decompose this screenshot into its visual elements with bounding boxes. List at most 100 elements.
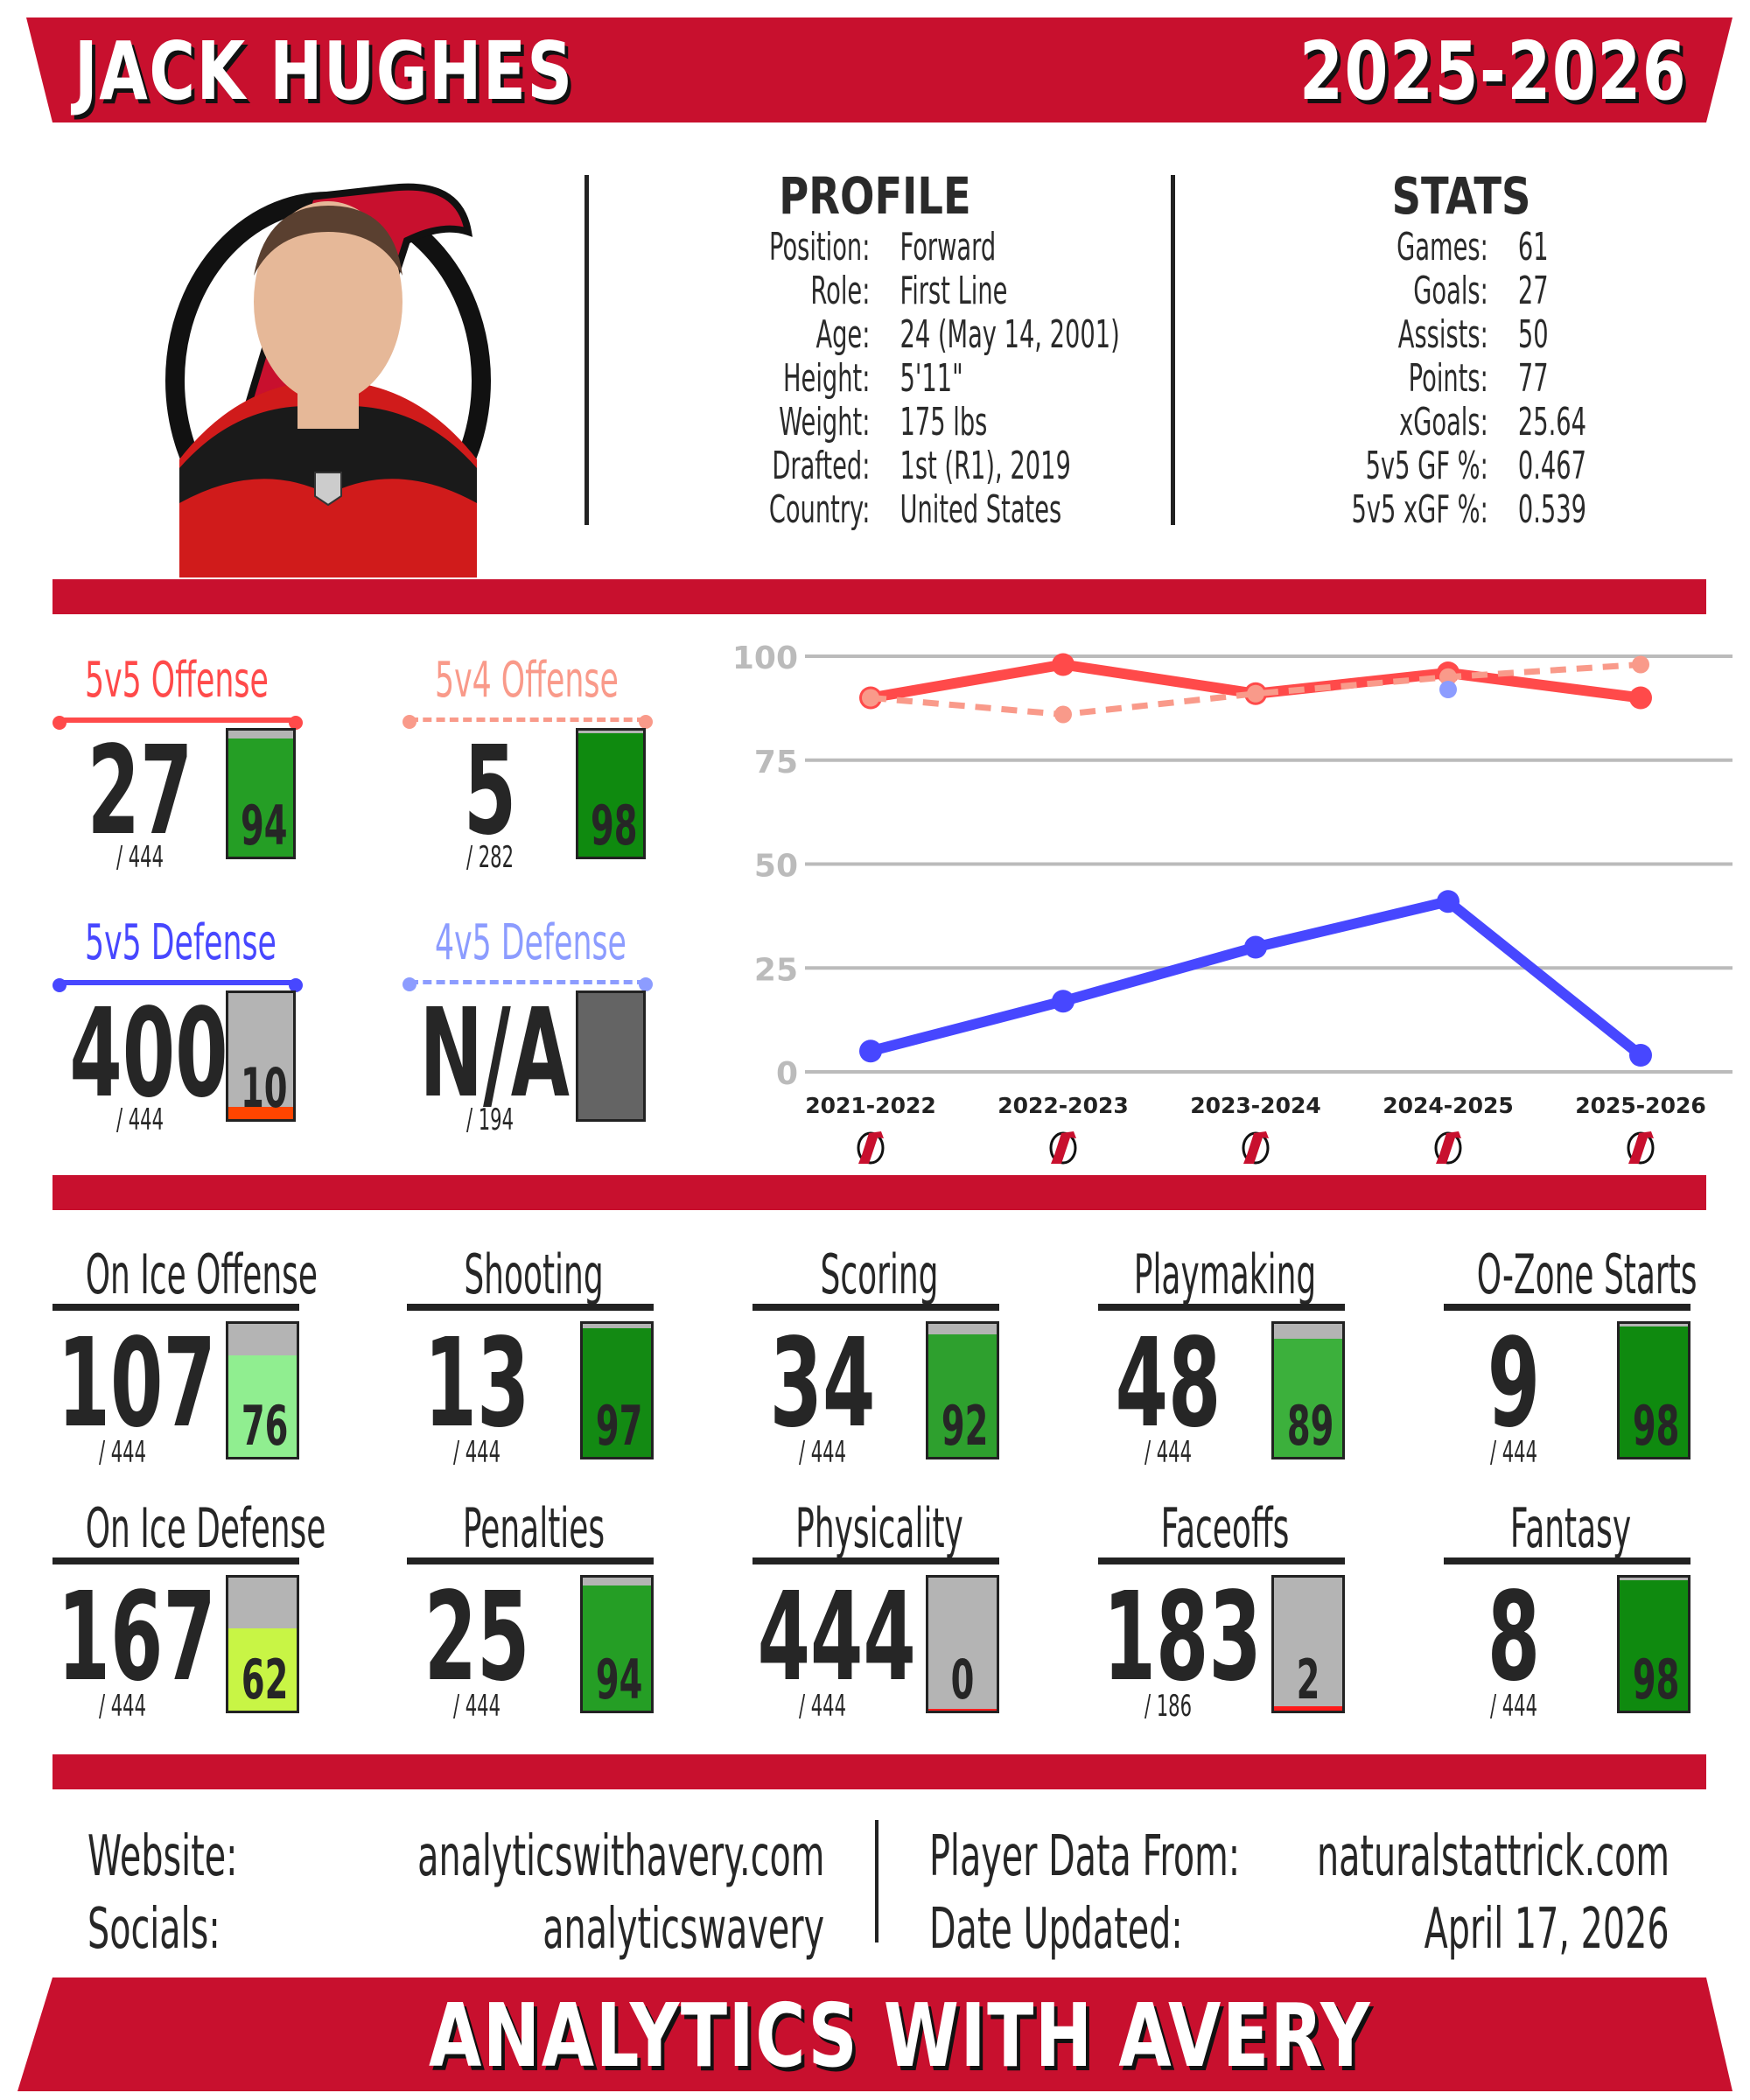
stats-row: 5v5 GF %: 0.467 (1304, 444, 1586, 488)
profile-label: Height: (783, 356, 871, 401)
profile-row: Country: United States (751, 488, 1120, 532)
data-point (1054, 705, 1072, 724)
x-tick-label: 2023-2024 (1190, 1093, 1321, 1118)
stats-value: 50 (1517, 312, 1549, 357)
y-tick-label: 75 (754, 745, 798, 780)
stats-value: 27 (1517, 269, 1549, 313)
metric-total: / 282 (466, 840, 514, 875)
metric-total: / 444 (798, 1689, 847, 1724)
website-link[interactable]: analyticswithavery.com (416, 1824, 824, 1889)
metric-total: / 444 (798, 1435, 847, 1470)
y-tick-label: 0 (776, 1056, 798, 1092)
y-tick-label: 100 (732, 640, 798, 676)
percentile-bar: 10 (226, 990, 296, 1122)
data-point (859, 1040, 882, 1063)
metric-rank: N/A (419, 983, 570, 1125)
profile-row: Weight: 175 lbs (751, 401, 1120, 444)
percentile-value: 2 (1296, 1648, 1320, 1712)
socials-label: Socials: (88, 1897, 220, 1962)
data-point (1629, 686, 1652, 710)
data-point (1629, 1044, 1652, 1067)
percentile-value: 62 (241, 1648, 289, 1712)
metric-total: / 444 (116, 840, 164, 875)
data-point (1052, 653, 1074, 676)
profile-value: Forward (900, 225, 997, 270)
percentile-value: 98 (1632, 1394, 1680, 1458)
percentile-bar: 94 (580, 1575, 654, 1713)
metric-total: / 444 (98, 1689, 147, 1724)
percentile-bar: 97 (580, 1321, 654, 1460)
profile-value: 175 lbs (900, 400, 988, 444)
metric-title: Penalties (462, 1496, 606, 1560)
stats-value: 77 (1517, 356, 1549, 401)
data-point (1632, 655, 1649, 674)
brand-title: ANALYTICS WITH AVERY (429, 1984, 1372, 2087)
footer-divider (875, 1820, 878, 1942)
metric-title: On Ice Offense (85, 1242, 318, 1306)
percentile-value: 94 (241, 794, 288, 858)
metric-rank: 27 (87, 720, 193, 863)
metric-underline (402, 977, 653, 991)
metric-rule (1444, 1304, 1690, 1311)
profile-label: Age: (816, 312, 871, 357)
metric-title: Scoring (820, 1242, 939, 1306)
x-tick-label: 2022-2023 (998, 1093, 1129, 1118)
data-source-link[interactable]: naturalstattrick.com (1317, 1824, 1670, 1889)
metric-rank: 34 (769, 1312, 876, 1455)
metric-rule (407, 1304, 654, 1311)
devils-logo-icon (1242, 1131, 1270, 1165)
metric-rank: 48 (1115, 1312, 1222, 1455)
profile-value: First Line (900, 269, 1008, 313)
metric-rank: 444 (757, 1566, 916, 1709)
stats-label: Games: (1396, 225, 1488, 270)
data-point (1439, 681, 1457, 698)
divider-right (1171, 175, 1175, 525)
metric-rule (1098, 1304, 1345, 1311)
y-tick-label: 25 (754, 952, 798, 988)
metric-title: On Ice Defense (85, 1496, 326, 1560)
metric-title: 5v4 Offense (435, 652, 619, 709)
data-point (1052, 990, 1074, 1013)
profile-label: Weight: (779, 400, 871, 444)
metric-rank: 107 (57, 1312, 216, 1455)
metric-title: 4v5 Defense (435, 914, 626, 971)
metric-underline (402, 715, 653, 729)
metric-rule (1098, 1558, 1345, 1564)
socials-handle[interactable]: analyticswavery (542, 1897, 824, 1962)
percentile-bar: 94 (226, 728, 296, 859)
stats-label: Goals: (1413, 269, 1488, 313)
profile-title: PROFILE (779, 166, 971, 226)
profile-row: Role: First Line (751, 270, 1120, 313)
metric-title: Physicality (795, 1496, 963, 1560)
metric-rule (52, 1304, 299, 1311)
stats-label: Assists: (1397, 312, 1488, 357)
profile-row: Position: Forward (751, 226, 1120, 270)
data-point (1244, 935, 1267, 959)
date-updated-value: April 17, 2026 (1424, 1897, 1670, 1962)
section-divider (52, 579, 1706, 614)
data-point (1437, 890, 1460, 914)
data-point (862, 689, 879, 707)
metric-rank: 183 (1102, 1566, 1262, 1709)
stats-label: xGoals: (1399, 400, 1488, 444)
stats-row: xGoals: 25.64 (1304, 401, 1586, 444)
metric-total: / 444 (1489, 1689, 1538, 1724)
metric-rule (52, 1558, 299, 1564)
data-point (1247, 684, 1264, 703)
metric-total: / 194 (466, 1102, 514, 1138)
metric-rank: 400 (69, 983, 228, 1125)
y-tick-label: 50 (754, 849, 798, 885)
profile-row: Drafted: 1st (R1), 2019 (751, 444, 1120, 488)
metric-rule (1444, 1558, 1690, 1564)
date-updated-label: Date Updated: (929, 1897, 1183, 1962)
section-divider (52, 1175, 1706, 1210)
metric-total: / 444 (1144, 1435, 1193, 1470)
divider-left (584, 175, 589, 525)
stats-value: 25.64 (1517, 400, 1587, 444)
metric-rank: 9 (1487, 1312, 1541, 1455)
x-tick-label: 2025-2026 (1575, 1093, 1706, 1118)
profile-row: Age: 24 (May 14, 2001) (751, 312, 1119, 357)
metric-title: Playmaking (1133, 1242, 1317, 1306)
metric-total: / 444 (1489, 1435, 1538, 1470)
metric-underline (52, 716, 303, 730)
